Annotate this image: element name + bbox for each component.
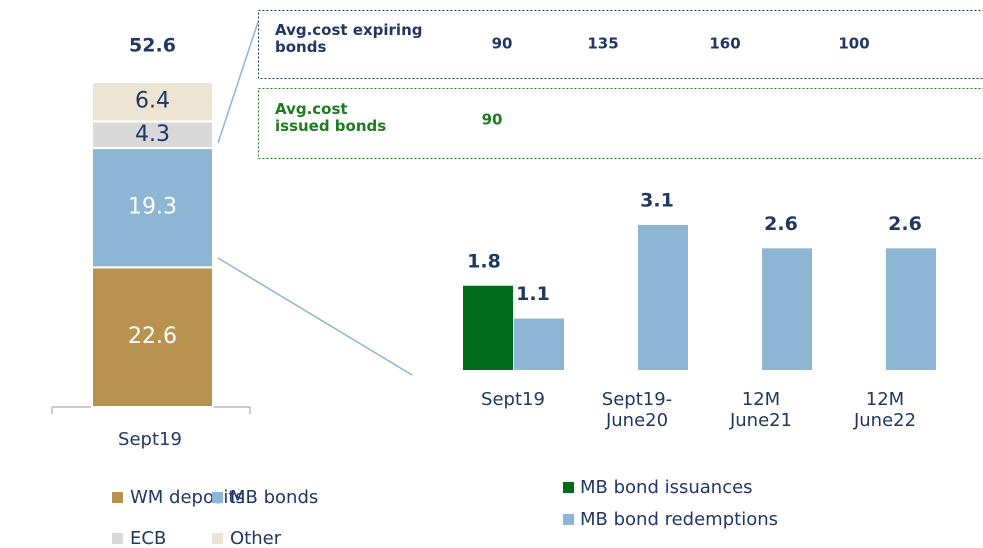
x-tick-label: Sept19- June20 xyxy=(601,389,673,431)
legend-swatch xyxy=(112,492,123,503)
data-label: 6.4 xyxy=(135,89,170,114)
cost-value: 160 xyxy=(709,35,740,53)
data-label: 1.8 xyxy=(467,250,501,272)
zoom-line xyxy=(217,21,259,144)
x-tick-label: Sept19 xyxy=(481,389,545,410)
legend-swatch xyxy=(563,514,574,525)
legend-label: ECB xyxy=(130,528,166,548)
cost-value: 135 xyxy=(587,35,618,53)
bar xyxy=(762,248,812,370)
total-label: 52.6 xyxy=(129,35,176,57)
cost-box xyxy=(258,10,983,79)
data-label: 2.6 xyxy=(888,213,922,235)
cost-value: 100 xyxy=(838,35,869,53)
bar xyxy=(638,224,688,370)
zoom-line xyxy=(217,257,413,376)
legend-swatch xyxy=(212,492,223,503)
bar-segment xyxy=(91,80,214,123)
cost-value: 90 xyxy=(482,111,503,129)
legend-label: MB bond issuances xyxy=(580,477,753,498)
bar-segment xyxy=(91,266,214,408)
cost-label: Avg.cost issued bonds xyxy=(275,100,387,136)
legend-label: MB bonds xyxy=(230,487,318,508)
bar-segment xyxy=(91,147,214,269)
data-label: 22.6 xyxy=(128,324,177,349)
legend-swatch xyxy=(563,482,574,493)
bar xyxy=(463,285,513,370)
bar xyxy=(514,318,564,370)
x-tick-label: Sept19 xyxy=(118,429,182,450)
cost-box xyxy=(258,88,983,159)
x-tick-label: 12M June21 xyxy=(729,389,793,431)
legend-swatch xyxy=(112,533,123,544)
x-tick-label: 12M June22 xyxy=(853,389,917,431)
cost-label: Avg.cost expiring bonds xyxy=(275,21,423,57)
legend-label: Other xyxy=(230,528,282,548)
data-label: 3.1 xyxy=(640,189,674,211)
bar xyxy=(886,248,936,370)
legend-label: MB bond redemptions xyxy=(580,509,778,530)
data-label: 19.3 xyxy=(128,195,177,220)
data-label: 4.3 xyxy=(135,122,170,147)
legend-label: WM deposits xyxy=(130,487,245,508)
data-label: 2.6 xyxy=(764,213,798,235)
legend-swatch xyxy=(212,533,223,544)
cost-value: 90 xyxy=(492,35,513,53)
data-label: 1.1 xyxy=(516,283,550,305)
